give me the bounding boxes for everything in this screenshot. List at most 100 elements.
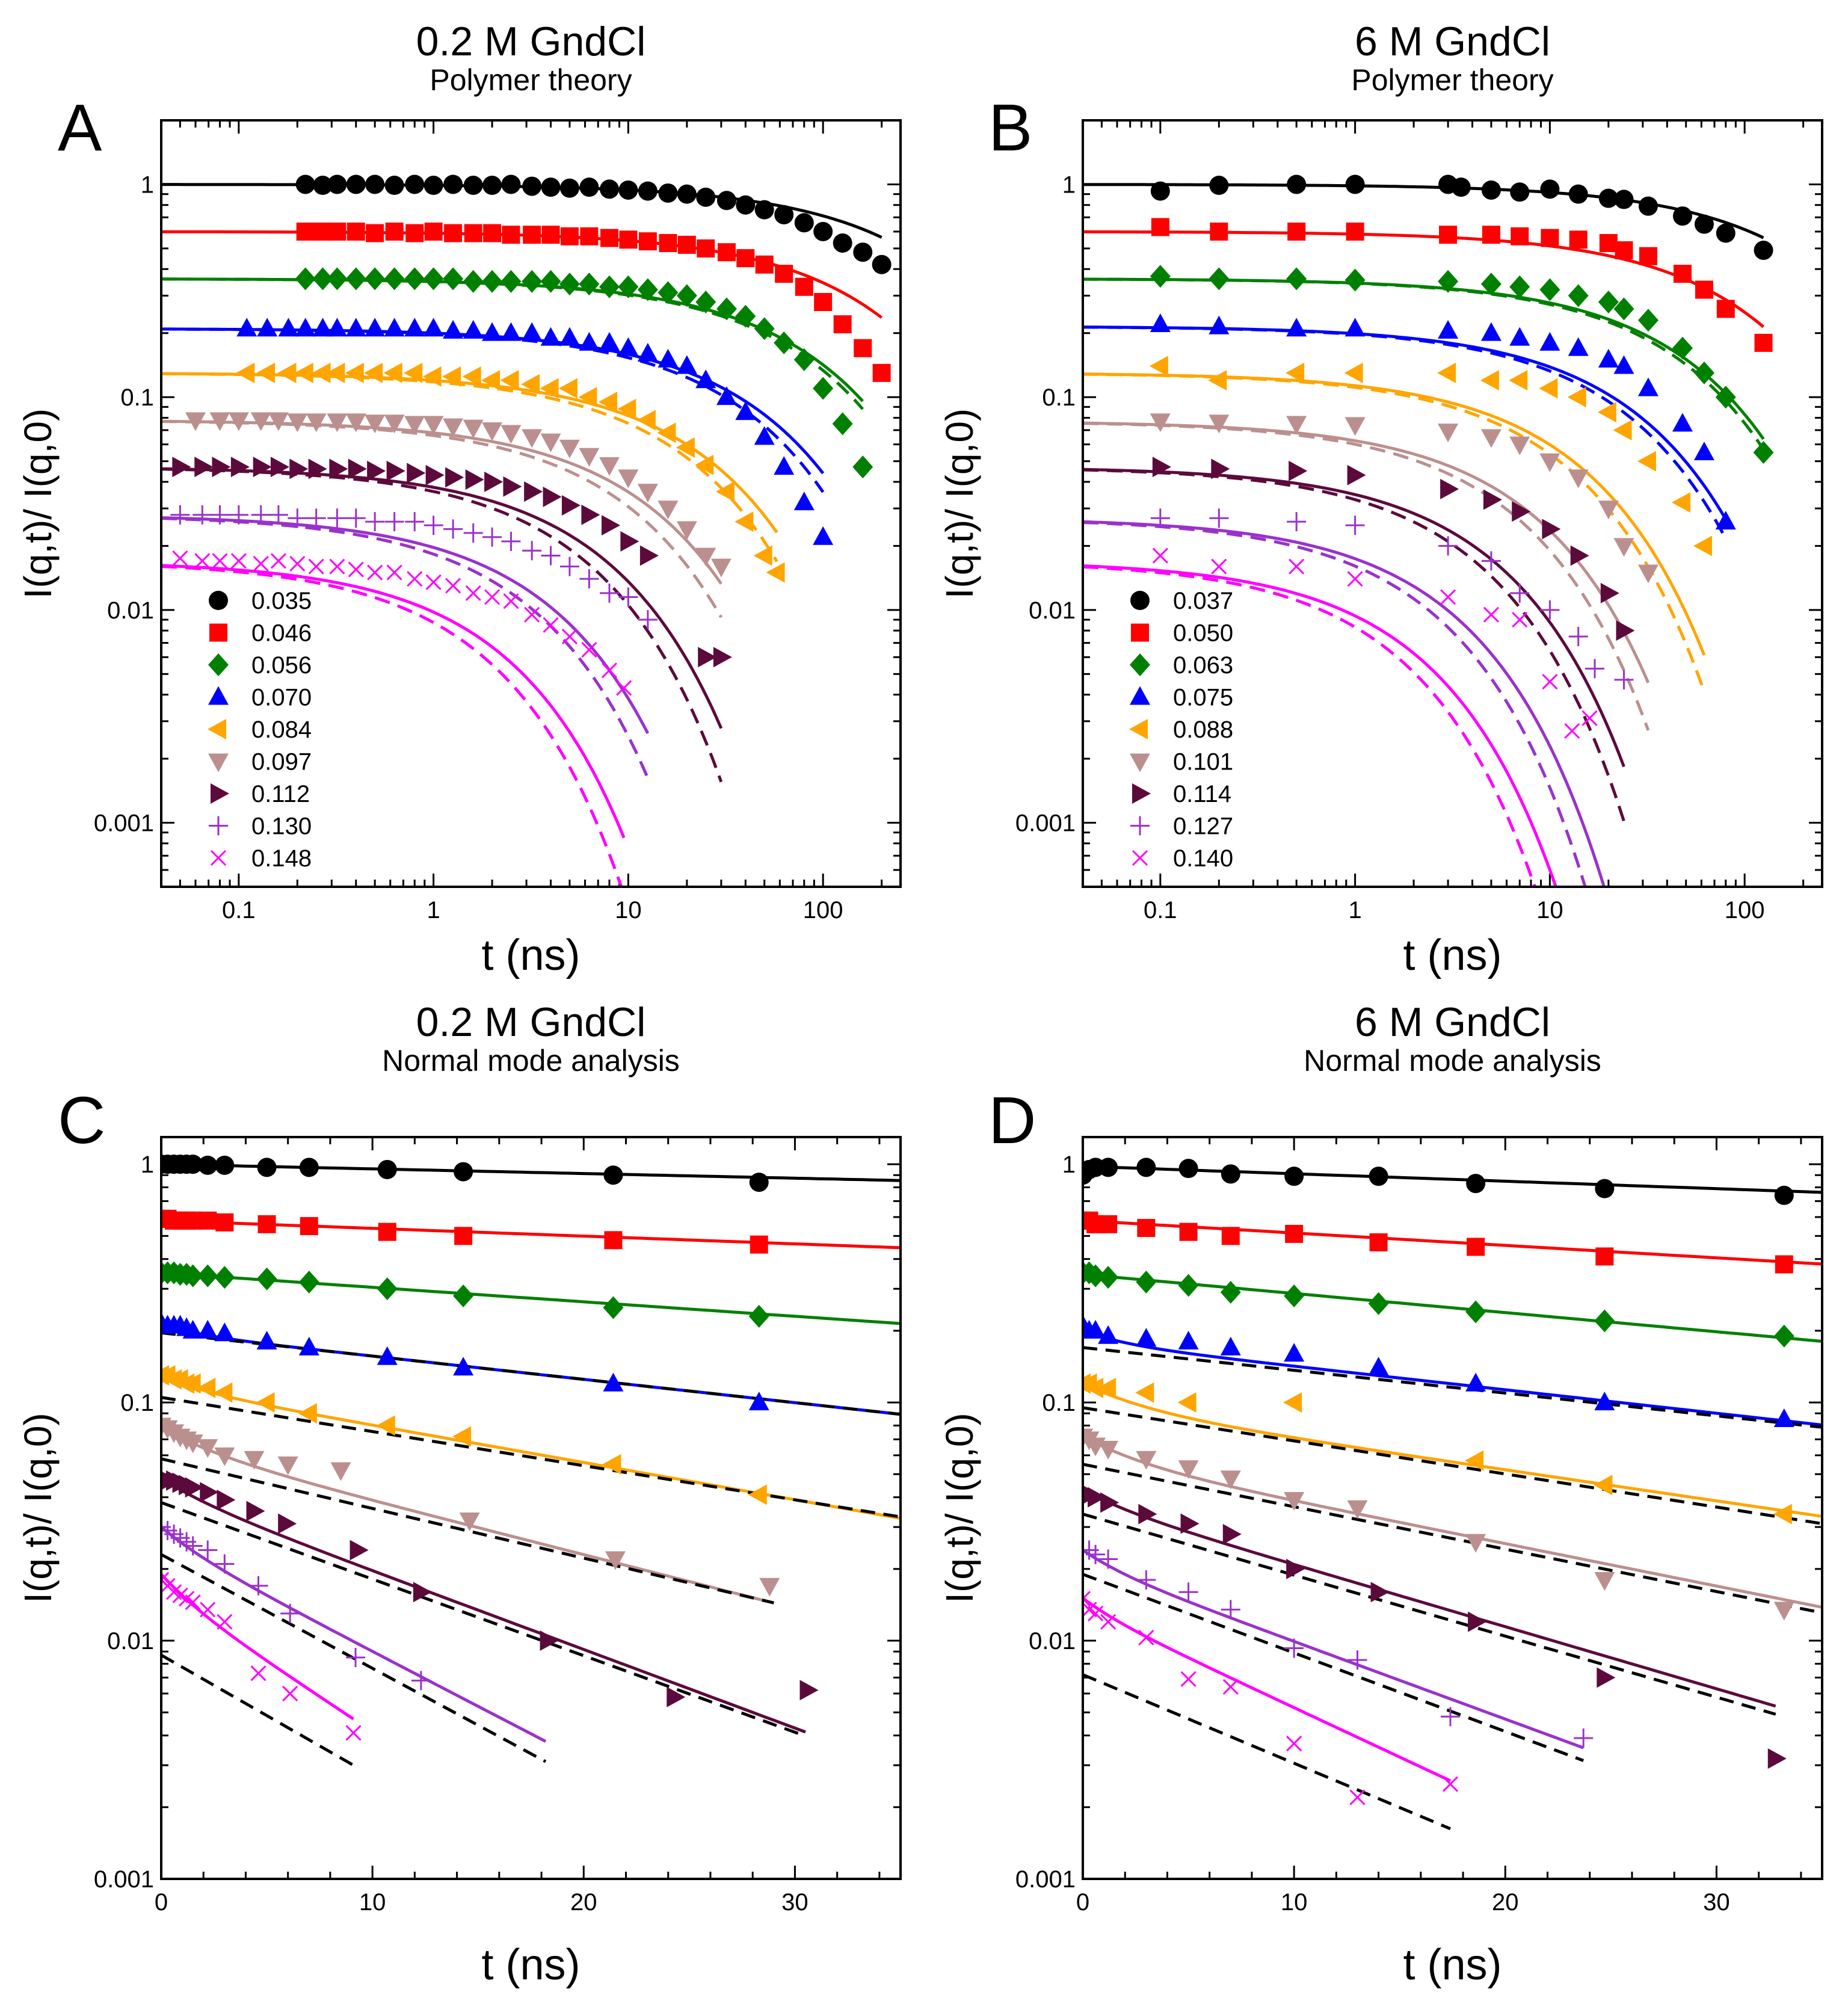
data-point	[620, 531, 639, 552]
data-point	[1208, 370, 1227, 391]
data-point	[350, 1540, 369, 1561]
data-point	[278, 1513, 297, 1534]
data-point	[1637, 377, 1659, 396]
data-point	[1368, 1357, 1389, 1376]
data-point	[404, 318, 425, 337]
fit-line	[1083, 1382, 1822, 1518]
data-point	[522, 270, 543, 293]
data-point	[1540, 600, 1560, 620]
data-point	[502, 226, 520, 244]
series-0.114	[1152, 457, 1635, 641]
data-point	[484, 471, 504, 492]
fit-line	[161, 1271, 901, 1325]
data-point	[658, 183, 678, 203]
data-point	[327, 318, 348, 337]
data-point	[1149, 356, 1168, 377]
series-0.112	[172, 457, 732, 668]
data-point	[579, 569, 599, 589]
data-point	[1467, 1238, 1485, 1256]
series-0.101	[1083, 1428, 1794, 1621]
data-point	[1178, 1331, 1199, 1350]
y-tick-label: 0.01	[107, 597, 154, 624]
data-point	[503, 593, 519, 609]
data-point	[1211, 558, 1227, 575]
data-point	[503, 476, 522, 497]
fit-line	[1083, 277, 1765, 440]
data-point	[481, 370, 500, 391]
data-point	[365, 267, 386, 291]
data-point	[754, 317, 775, 341]
data-point	[298, 1271, 319, 1294]
data-point	[1098, 1158, 1118, 1177]
series-0.097	[185, 412, 732, 578]
data-point	[602, 515, 621, 536]
data-point	[376, 1415, 395, 1436]
data-point	[748, 1484, 767, 1505]
data-point	[658, 501, 679, 520]
data-point	[194, 457, 214, 478]
data-point	[1286, 416, 1307, 435]
data-point	[1287, 174, 1307, 194]
data-point	[559, 178, 579, 198]
y-tick-label: 0.001	[94, 810, 154, 837]
data-point	[543, 617, 559, 633]
data-point	[185, 1594, 201, 1611]
series-0.075	[1083, 1315, 1794, 1428]
data-point	[676, 437, 695, 458]
data-point	[445, 467, 464, 488]
data-point	[524, 481, 543, 502]
data-point	[407, 463, 426, 484]
data-point	[1598, 188, 1618, 208]
data-point	[1539, 278, 1560, 301]
fit-line	[1083, 520, 1606, 887]
data-point	[385, 222, 404, 241]
data-point	[1178, 1274, 1199, 1297]
data-point	[602, 1454, 621, 1475]
data-point	[833, 315, 852, 334]
chart-title: 0.2 M GndCl	[416, 19, 646, 64]
y-tick-label: 1	[141, 1152, 154, 1178]
fit-line	[1083, 1165, 1822, 1194]
data-point	[288, 508, 307, 528]
data-point	[637, 342, 658, 362]
x-tick-label: 1	[1348, 897, 1361, 924]
theory-line	[1083, 277, 1765, 451]
data-point	[185, 1477, 204, 1498]
data-point	[217, 1614, 233, 1630]
data-point	[659, 233, 677, 252]
data-point	[600, 179, 620, 199]
data-point	[1220, 1470, 1241, 1490]
data-point	[1511, 227, 1529, 245]
data-point	[214, 1322, 235, 1342]
data-point	[463, 176, 483, 196]
data-point	[365, 512, 385, 532]
data-point	[1178, 1159, 1198, 1179]
data-point	[277, 1456, 298, 1475]
data-point	[1150, 313, 1171, 333]
data-point	[832, 412, 853, 436]
data-point	[244, 1451, 265, 1470]
data-point	[1180, 1671, 1197, 1687]
data-point	[1100, 1492, 1120, 1513]
data-point	[253, 555, 269, 572]
data-points	[170, 174, 892, 696]
data-point	[636, 410, 656, 431]
y-tick-label: 1	[141, 171, 154, 198]
data-point	[580, 227, 599, 245]
data-point	[658, 281, 679, 304]
data-point	[748, 1304, 769, 1328]
data-point	[1767, 1748, 1787, 1769]
data-point	[1539, 453, 1560, 472]
y-tick-label: 0.1	[1042, 1390, 1076, 1416]
data-point	[1480, 273, 1502, 296]
data-point	[1152, 457, 1171, 478]
data-point	[198, 1540, 218, 1560]
data-point	[603, 1165, 623, 1185]
data-point	[1483, 606, 1499, 623]
data-point	[717, 243, 736, 262]
panel-letter: C	[58, 1084, 105, 1158]
chart-title: 6 M GndCl	[1355, 999, 1550, 1045]
data-point	[459, 1513, 480, 1532]
data-point	[1136, 1271, 1157, 1294]
series-0.070	[236, 318, 834, 545]
